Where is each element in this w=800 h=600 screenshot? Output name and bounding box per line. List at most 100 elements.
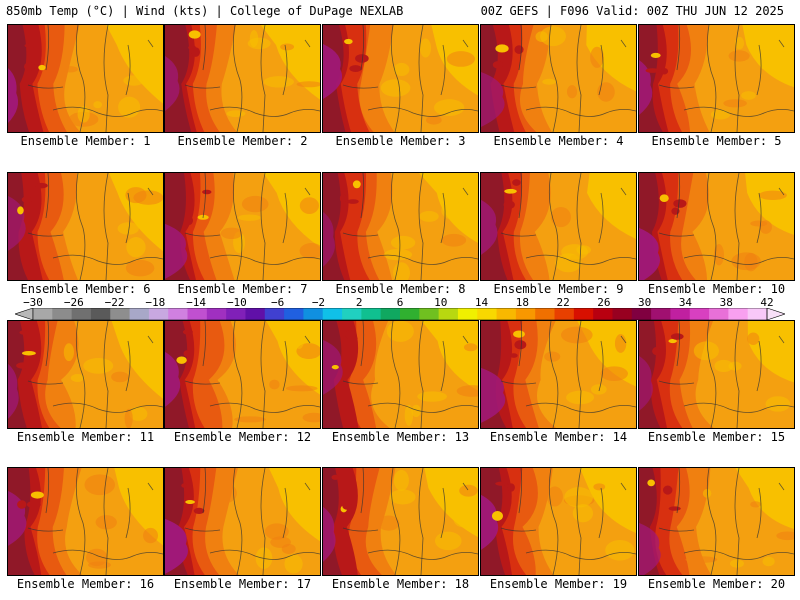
temperature-map [8, 468, 163, 575]
ensemble-member-label: Ensemble Member: 14 [489, 430, 628, 444]
ensemble-member-label: Ensemble Member: 12 [173, 430, 312, 444]
ensemble-member-label: Ensemble Member: 7 [177, 282, 308, 296]
colorbar-swatch [573, 308, 594, 320]
ensemble-member-panel [322, 24, 479, 133]
temperature-map [165, 468, 320, 575]
ensemble-member-label: Ensemble Member: 2 [177, 134, 308, 148]
colorbar-min-arrow [15, 308, 34, 320]
colorbar-tick-label: 34 [678, 296, 693, 309]
colorbar-swatch [380, 308, 401, 320]
colorbar-swatch [303, 308, 324, 320]
colorbar-swatch [52, 308, 73, 320]
ensemble-member-panel [480, 24, 637, 133]
colorbar-tick-label: 42 [760, 296, 774, 309]
colorbar-tick-label: 2 [355, 296, 363, 309]
colorbar-swatch [284, 308, 304, 320]
colorbar-tick-label: 18 [515, 296, 529, 309]
map-title: 850mb Temp (°C) | Wind (kts) | College o… [6, 4, 404, 18]
colorbar-swatch [670, 308, 691, 320]
temperature-map [323, 468, 478, 575]
ensemble-member-label: Ensemble Member: 8 [335, 282, 466, 296]
ensemble-member-label: Ensemble Member: 3 [335, 134, 466, 148]
colorbar-swatch [342, 308, 362, 320]
colorbar-tick-label: 6 [396, 296, 404, 309]
colorbar-swatch [245, 308, 266, 320]
ensemble-member-panel [164, 172, 321, 281]
temperature-map [165, 173, 320, 280]
colorbar-tick-label: −14 [186, 296, 207, 309]
colorbar-swatch [631, 308, 652, 320]
ensemble-member-label: Ensemble Member: 5 [651, 134, 782, 148]
temperature-colorbar: −30 −26 −22 −18 −14 −10 −6 −2 2 6 10 14 18 22 26 30 34 38… [15, 296, 785, 324]
colorbar-tick-label: −10 [226, 296, 247, 309]
colorbar-tick-label: −26 [63, 296, 84, 309]
ensemble-member-label: Ensemble Member: 10 [647, 282, 786, 296]
colorbar-tick-label: −30 [23, 296, 43, 309]
temperature-map [639, 321, 794, 428]
colorbar-tick-label: 22 [556, 296, 570, 309]
colorbar-swatch [264, 308, 285, 320]
temperature-map [481, 468, 636, 575]
ensemble-member-label: Ensemble Member: 9 [493, 282, 624, 296]
colorbar-swatch [438, 308, 459, 320]
ensemble-member-label: Ensemble Member: 1 [20, 134, 151, 148]
colorbar-swatch [593, 308, 613, 320]
colorbar-swatch [168, 308, 189, 320]
temperature-map [8, 321, 163, 428]
colorbar-swatch [477, 308, 498, 320]
ensemble-member-panel [7, 24, 164, 133]
colorbar-swatch [226, 308, 246, 320]
colorbar-strip [15, 308, 785, 320]
colorbar-swatch [554, 308, 575, 320]
colorbar-swatch [457, 308, 478, 320]
ensemble-member-panel [480, 172, 637, 281]
colorbar-swatch [206, 308, 227, 320]
colorbar-tick-label: −2 [311, 296, 326, 309]
ensemble-member-panel [638, 320, 795, 429]
temperature-map [481, 321, 636, 428]
temperature-map [323, 321, 478, 428]
colorbar-tick-label: 26 [597, 296, 611, 309]
ensemble-member-panel [7, 172, 164, 281]
ensemble-member-label: Ensemble Member: 17 [173, 577, 312, 591]
ensemble-member-panel [638, 24, 795, 133]
colorbar-swatch [322, 308, 343, 320]
colorbar-swatch [709, 308, 729, 320]
colorbar-swatch [361, 308, 382, 320]
colorbar-swatch [129, 308, 150, 320]
colorbar-tick-label: 10 [434, 296, 448, 309]
colorbar-swatch [400, 308, 420, 320]
colorbar-swatch [612, 308, 633, 320]
colorbar-swatch [728, 308, 749, 320]
colorbar-swatch [515, 308, 536, 320]
ensemble-member-panel [638, 467, 795, 576]
ensemble-member-label: Ensemble Member: 4 [493, 134, 624, 148]
colorbar-swatch [496, 308, 517, 320]
ensemble-member-label: Ensemble Member: 13 [331, 430, 470, 444]
temperature-map [8, 173, 163, 280]
colorbar-swatch [747, 308, 768, 320]
ensemble-member-label: Ensemble Member: 19 [489, 577, 628, 591]
temperature-map [481, 173, 636, 280]
colorbar-swatch [110, 308, 131, 320]
ensemble-member-label: Ensemble Member: 18 [331, 577, 470, 591]
ensemble-member-panel [322, 320, 479, 429]
colorbar-swatch [535, 308, 556, 320]
colorbar-tick-label: 30 [638, 296, 652, 309]
colorbar-swatch [689, 308, 710, 320]
ensemble-member-panel [7, 320, 164, 429]
colorbar-swatch [71, 308, 92, 320]
model-valid-time: 00Z GEFS | F096 Valid: 00Z THU JUN 12 20… [480, 4, 784, 18]
colorbar-tick-label: −22 [104, 296, 125, 309]
colorbar-max-arrow [766, 308, 785, 320]
ensemble-member-label: Ensemble Member: 11 [16, 430, 155, 444]
colorbar-swatch [187, 308, 208, 320]
ensemble-member-label: Ensemble Member: 20 [647, 577, 786, 591]
colorbar-swatch [651, 308, 671, 320]
ensemble-member-label: Ensemble Member: 15 [647, 430, 786, 444]
temperature-map [639, 173, 794, 280]
ensemble-member-panel [164, 320, 321, 429]
temperature-map [165, 321, 320, 428]
ensemble-member-panel [322, 172, 479, 281]
colorbar-tick-label: 38 [719, 296, 733, 309]
